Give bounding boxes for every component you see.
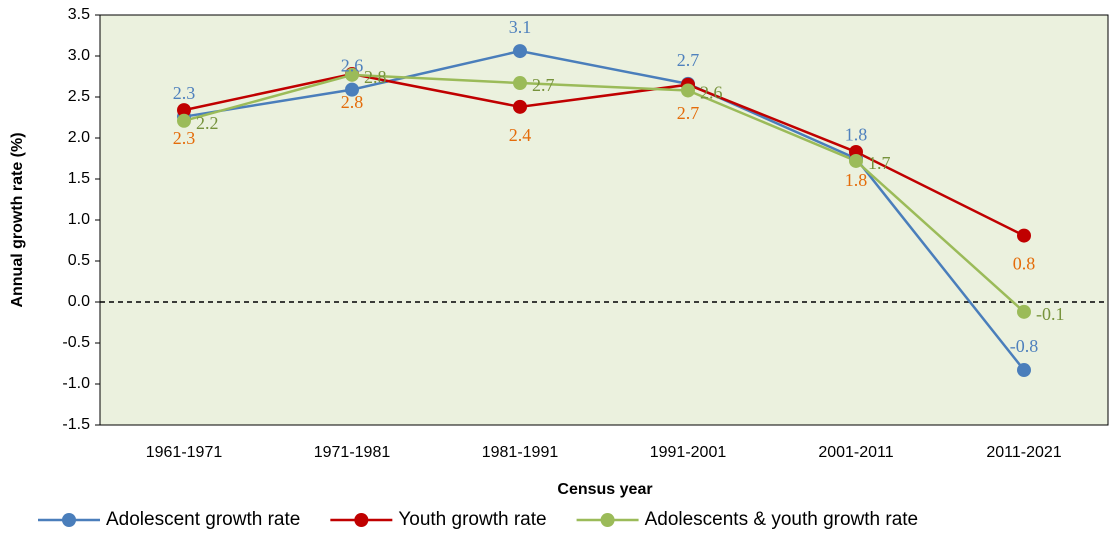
data-point bbox=[513, 99, 527, 114]
data-label: 2.8 bbox=[364, 67, 387, 87]
data-label: -0.1 bbox=[1036, 304, 1065, 324]
data-label: 2.6 bbox=[700, 83, 723, 103]
data-point bbox=[513, 76, 527, 91]
data-label: 2.3 bbox=[173, 83, 196, 103]
data-label: 1.8 bbox=[845, 170, 868, 190]
x-tick-label: 1991-2001 bbox=[650, 444, 727, 461]
data-point bbox=[177, 113, 191, 128]
data-point bbox=[177, 103, 191, 118]
y-tick-label: 1.5 bbox=[68, 170, 90, 187]
data-point bbox=[513, 44, 527, 59]
y-tick-label: 3.5 bbox=[68, 6, 90, 23]
data-point bbox=[1017, 228, 1031, 243]
y-tick-label: 0.0 bbox=[68, 293, 90, 310]
x-axis-title: Census year bbox=[557, 481, 652, 498]
data-label: 2.7 bbox=[532, 75, 555, 95]
legend-marker bbox=[354, 513, 369, 527]
x-tick-label: 1971-1981 bbox=[314, 444, 391, 461]
data-label: -0.8 bbox=[1010, 336, 1039, 356]
data-label: 2.6 bbox=[341, 56, 364, 76]
data-point bbox=[849, 153, 863, 168]
y-tick-label: 2.0 bbox=[68, 129, 90, 146]
y-tick-label: -1.5 bbox=[62, 416, 90, 433]
legend-marker bbox=[600, 513, 615, 527]
legend-marker bbox=[62, 513, 76, 527]
data-label: 2.7 bbox=[677, 50, 700, 70]
y-tick-label: -0.5 bbox=[62, 334, 90, 351]
data-label: 3.1 bbox=[509, 17, 532, 37]
data-label: 2.7 bbox=[677, 103, 700, 123]
y-axis-title: Annual growth rate (%) bbox=[9, 132, 26, 307]
data-label: 2.4 bbox=[509, 125, 532, 145]
data-label: 2.3 bbox=[173, 128, 196, 148]
legend-label: Youth growth rate bbox=[398, 509, 546, 530]
data-label: 2.2 bbox=[196, 113, 219, 133]
data-point bbox=[345, 82, 359, 97]
data-label: 2.8 bbox=[341, 92, 364, 112]
data-label: 1.7 bbox=[868, 153, 891, 173]
data-point bbox=[681, 83, 695, 98]
y-tick-label: 3.0 bbox=[68, 47, 90, 64]
data-label: 1.8 bbox=[845, 125, 868, 145]
y-tick-label: 0.5 bbox=[68, 252, 90, 269]
x-tick-label: 2011-2021 bbox=[986, 444, 1061, 461]
y-tick-label: -1.0 bbox=[62, 375, 90, 392]
y-tick-label: 2.5 bbox=[68, 88, 90, 105]
series-line bbox=[183, 72, 1025, 237]
plot-area bbox=[99, 14, 1109, 426]
legend-label: Adolescents & youth growth rate bbox=[645, 509, 919, 530]
x-tick-label: 2001-2011 bbox=[818, 444, 893, 461]
x-tick-label: 1981-1991 bbox=[482, 444, 559, 461]
data-point bbox=[1017, 304, 1031, 319]
series-line bbox=[183, 73, 1025, 313]
data-label: 0.8 bbox=[1013, 254, 1036, 274]
legend-label: Adolescent growth rate bbox=[106, 509, 300, 530]
series-line bbox=[183, 49, 1025, 371]
data-point bbox=[1017, 363, 1031, 378]
x-tick-label: 1961-1971 bbox=[146, 444, 223, 461]
data-point bbox=[345, 67, 359, 82]
y-tick-label: 1.0 bbox=[68, 211, 90, 228]
